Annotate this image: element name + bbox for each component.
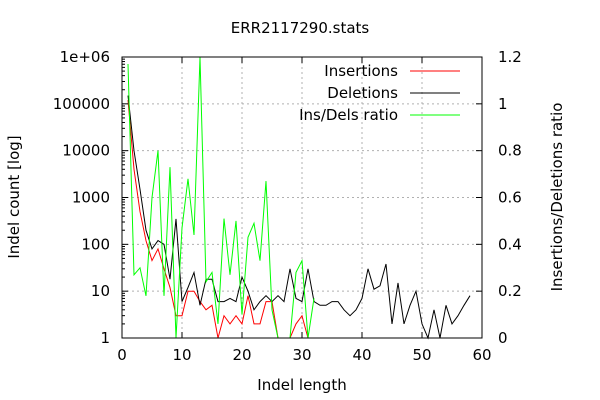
y-tick-label: 10 (91, 282, 110, 300)
x-axis-label: Indel length (257, 376, 346, 394)
x-tick-label: 30 (292, 346, 311, 364)
grid-layer (122, 57, 482, 338)
x-tick-label: 0 (117, 346, 127, 364)
x-tick-label: 40 (352, 346, 371, 364)
legend-label: Insertions (324, 62, 398, 80)
y2-tick-label: 1.2 (498, 48, 522, 66)
y2-tick-label: 0.4 (498, 235, 522, 253)
legend: Insertions Deletions Ins/Dels ratio (299, 62, 460, 124)
y2-tick-label: 1 (498, 95, 508, 113)
y-axis-label: Indel count [log] (5, 135, 23, 258)
insertions-line (127, 100, 314, 339)
legend-label: Ins/Dels ratio (299, 106, 398, 124)
x-tick-label: 50 (412, 346, 431, 364)
ratio-line (127, 56, 315, 339)
x-tick-label: 60 (472, 346, 491, 364)
x-tick-label: 10 (172, 346, 191, 364)
y2-tick-label: 0.2 (498, 282, 522, 300)
y-tick-label: 1e+06 (60, 48, 110, 66)
chart-title: ERR2117290.stats (231, 19, 370, 37)
deletions-line (127, 95, 471, 340)
y-tick-label: 1000 (72, 189, 110, 207)
y-tick-label: 100000 (53, 95, 110, 113)
y-tick-label: 10000 (62, 142, 110, 160)
y2-axis-label: Insertions/Deletions ratio (548, 103, 566, 292)
y2-tick-label: 0.6 (498, 189, 522, 207)
y-tick-label: 100 (81, 235, 110, 253)
legend-label: Deletions (327, 84, 398, 102)
y2-tick-label: 0.8 (498, 142, 522, 160)
x-tick-label: 20 (232, 346, 251, 364)
y2-tick-label: 0 (498, 329, 508, 347)
y-tick-label: 1 (100, 329, 110, 347)
tick-layer: 0 10 20 30 40 50 601101001000100001000001e+060… (53, 48, 522, 364)
